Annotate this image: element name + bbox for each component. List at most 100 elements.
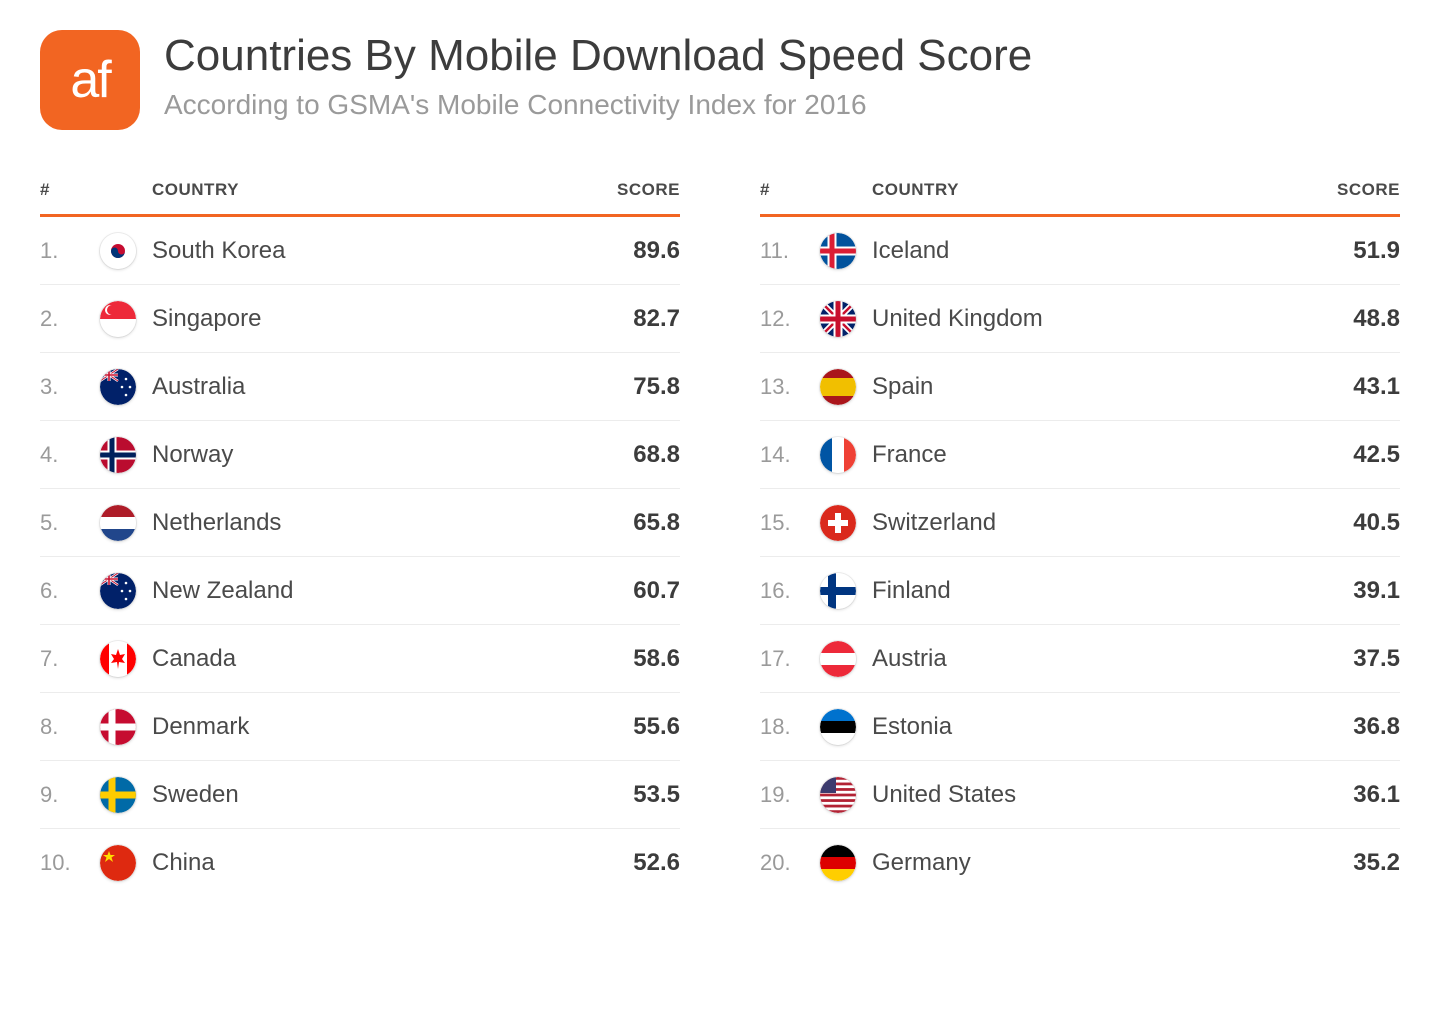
flag-cell [100,437,152,473]
rank-cell: 19. [760,782,820,808]
flag-icon [820,233,856,269]
ranking-column-left: # COUNTRY SCORE 1. South Korea89.6 2.Singa… [40,180,680,897]
score-cell: 60.7 [590,577,680,605]
flag-icon [820,505,856,541]
rank-cell: 1. [40,238,100,264]
table-row: 14. France42.5 [760,421,1400,489]
country-cell: Canada [152,645,590,673]
table-row: 15. Switzerland40.5 [760,489,1400,557]
table-row: 11.Iceland51.9 [760,217,1400,285]
flag-icon [100,573,136,609]
table-row: 17.Austria37.5 [760,625,1400,693]
country-cell: Denmark [152,713,590,741]
score-cell: 39.1 [1310,577,1400,605]
score-cell: 40.5 [1310,509,1400,537]
country-cell: Switzerland [872,509,1310,537]
rank-cell: 14. [760,442,820,468]
table-row: 19. United States36.1 [760,761,1400,829]
flag-icon [820,845,856,881]
header-rank: # [40,180,100,200]
flag-icon [820,369,856,405]
score-cell: 89.6 [590,237,680,265]
country-cell: Norway [152,441,590,469]
score-cell: 35.2 [1310,849,1400,877]
country-cell: United States [872,781,1310,809]
score-cell: 42.5 [1310,441,1400,469]
header-rank: # [760,180,820,200]
column-header: # COUNTRY SCORE [760,180,1400,217]
rank-cell: 5. [40,510,100,536]
rank-cell: 16. [760,578,820,604]
flag-icon [820,437,856,473]
score-cell: 51.9 [1310,237,1400,265]
header-country: COUNTRY [152,180,590,200]
country-cell: South Korea [152,237,590,265]
table-row: 16. Finland39.1 [760,557,1400,625]
rank-cell: 3. [40,374,100,400]
country-cell: Estonia [872,713,1310,741]
flag-cell [820,845,872,881]
flag-cell [100,709,152,745]
score-cell: 43.1 [1310,373,1400,401]
score-cell: 58.6 [590,645,680,673]
country-cell: Sweden [152,781,590,809]
country-cell: Iceland [872,237,1310,265]
title-block: Countries By Mobile Download Speed Score… [164,30,1032,121]
rank-cell: 12. [760,306,820,332]
flag-cell [820,437,872,473]
rank-cell: 18. [760,714,820,740]
flag-icon [100,233,136,269]
brand-logo: af [40,30,140,130]
flag-icon [820,641,856,677]
flag-cell [820,369,872,405]
country-cell: Finland [872,577,1310,605]
score-cell: 48.8 [1310,305,1400,333]
ranking-columns: # COUNTRY SCORE 1. South Korea89.6 2.Singa… [40,180,1400,897]
rank-cell: 7. [40,646,100,672]
score-cell: 52.6 [590,849,680,877]
page-subtitle: According to GSMA's Mobile Connectivity … [164,89,1032,121]
table-row: 18. Estonia36.8 [760,693,1400,761]
table-row: 12. United Kingdom48.8 [760,285,1400,353]
country-cell: Australia [152,373,590,401]
country-cell: United Kingdom [872,305,1310,333]
page-title: Countries By Mobile Download Speed Score [164,30,1032,83]
rank-cell: 15. [760,510,820,536]
flag-icon [100,777,136,813]
score-cell: 36.1 [1310,781,1400,809]
country-cell: Netherlands [152,509,590,537]
flag-cell [100,573,152,609]
table-row: 7. Canada58.6 [40,625,680,693]
column-header: # COUNTRY SCORE [40,180,680,217]
table-row: 3. Australia75.8 [40,353,680,421]
flag-icon [100,709,136,745]
header: af Countries By Mobile Download Speed Sc… [40,30,1400,130]
table-row: 13.Spain43.1 [760,353,1400,421]
ranking-column-right: # COUNTRY SCORE 11.Iceland51.9 12. United … [760,180,1400,897]
flag-icon [100,845,136,881]
table-row: 8.Denmark55.6 [40,693,680,761]
table-row: 9.Sweden53.5 [40,761,680,829]
score-cell: 75.8 [590,373,680,401]
table-row: 20.Germany35.2 [760,829,1400,897]
flag-icon [100,369,136,405]
rank-cell: 13. [760,374,820,400]
country-cell: France [872,441,1310,469]
rank-cell: 8. [40,714,100,740]
flag-icon [820,777,856,813]
flag-cell [820,641,872,677]
flag-icon [100,505,136,541]
flag-cell [100,641,152,677]
flag-cell [820,777,872,813]
table-row: 1. South Korea89.6 [40,217,680,285]
rank-cell: 10. [40,850,100,876]
score-cell: 68.8 [590,441,680,469]
country-cell: New Zealand [152,577,590,605]
country-cell: Singapore [152,305,590,333]
flag-icon [100,437,136,473]
flag-cell [100,369,152,405]
table-row: 2.Singapore82.7 [40,285,680,353]
rank-cell: 9. [40,782,100,808]
flag-icon [100,641,136,677]
score-cell: 36.8 [1310,713,1400,741]
